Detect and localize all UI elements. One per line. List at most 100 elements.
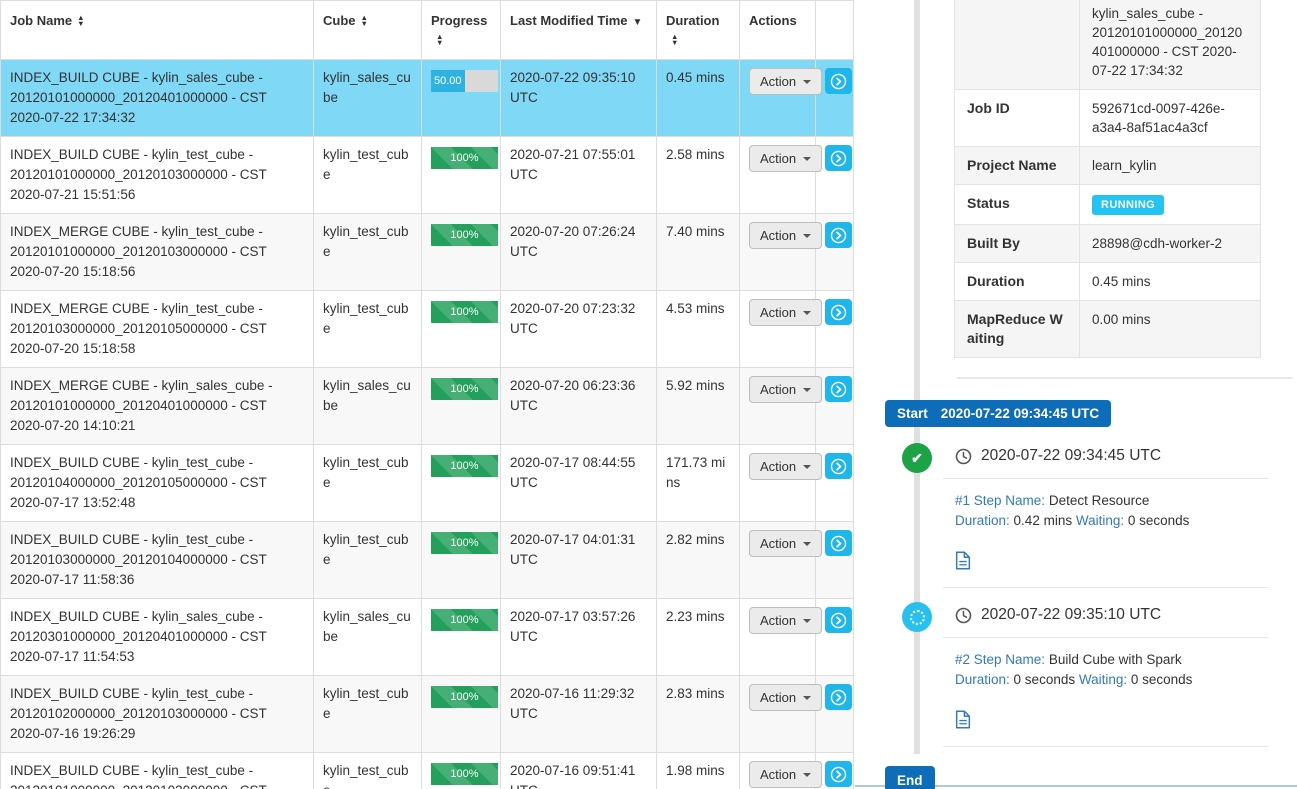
job-detail-button[interactable]: [825, 607, 852, 633]
progress-fill: 100%: [431, 686, 498, 708]
last-modified-cell: 2020-07-21 07:55:01 UTC: [500, 136, 657, 214]
action-dropdown-button[interactable]: Action: [749, 761, 823, 788]
step-duration-line: Duration: 0 seconds Waiting: 0 seconds: [955, 670, 1268, 690]
job-detail-button[interactable]: [825, 453, 852, 479]
table-row[interactable]: INDEX_BUILD CUBE - kylin_test_cube - 201…: [0, 521, 854, 599]
progress-label: 50.00: [433, 75, 462, 87]
job-detail-table: kylin_sales_cube - 20120101000000_201204…: [954, 0, 1261, 358]
action-dropdown-button[interactable]: Action: [749, 299, 823, 326]
column-header-last-modified-time[interactable]: Last Modified Time▲▼▼: [500, 0, 657, 60]
duration-cell: 0.45 mins: [656, 59, 740, 137]
panel-bottom-border: [855, 785, 1297, 787]
job-detail-button[interactable]: [825, 145, 852, 171]
document-icon: [955, 710, 971, 729]
table-row[interactable]: INDEX_BUILD CUBE - kylin_test_cube - 201…: [0, 136, 854, 214]
caret-down-icon: [803, 156, 812, 161]
table-row[interactable]: INDEX_BUILD CUBE - kylin_test_cube - 201…: [0, 675, 854, 753]
duration-cell: 2.82 mins: [656, 521, 740, 599]
table-row[interactable]: INDEX_BUILD CUBE - kylin_test_cube - 201…: [0, 752, 854, 789]
step-waiting-value: 0 seconds: [1130, 672, 1193, 687]
job-steps-timeline: Start 2020-07-22 09:34:45 UTC ✔ 2020-07-…: [885, 400, 1297, 789]
column-header-job-name[interactable]: Job Name▲▼▼: [0, 0, 314, 60]
timeline-start-badge: Start 2020-07-22 09:34:45 UTC: [885, 400, 1112, 427]
jobs-table-panel: Job Name▲▼▼ Cube▲▼▼ Progress▲▼▼ Last Mod…: [0, 0, 854, 789]
action-dropdown-button[interactable]: Action: [749, 145, 823, 172]
progress-fill: 50.00: [431, 70, 465, 92]
table-header-row: Job Name▲▼▼ Cube▲▼▼ Progress▲▼▼ Last Mod…: [0, 0, 854, 60]
table-row[interactable]: INDEX_MERGE CUBE - kylin_test_cube - 201…: [0, 213, 854, 291]
step-log-button[interactable]: [955, 710, 971, 732]
job-detail-button[interactable]: [825, 761, 852, 787]
last-modified-cell: 2020-07-20 07:23:32 UTC: [500, 290, 657, 368]
table-row[interactable]: INDEX_BUILD CUBE - kylin_sales_cube - 20…: [0, 598, 854, 676]
caret-down-icon: [803, 618, 812, 623]
job-detail-button[interactable]: [825, 530, 852, 556]
detail-row: Project Name learn_kylin learn_kylin: [954, 146, 1261, 185]
column-header-duration[interactable]: Duration▲▼▼: [656, 0, 740, 60]
column-header-label: Actions: [749, 13, 797, 28]
job-name-cell: INDEX_BUILD CUBE - kylin_test_cube - 201…: [0, 752, 314, 789]
action-dropdown-button[interactable]: Action: [749, 453, 823, 480]
column-header-progress[interactable]: Progress▲▼▼: [421, 0, 501, 60]
cube-cell: kylin_sales_cube: [313, 598, 422, 676]
detail-value: 0.45 mins: [1092, 274, 1151, 289]
sort-icon: ▲ ▼: [360, 13, 368, 28]
job-detail-button[interactable]: [825, 68, 852, 94]
action-dropdown-button[interactable]: Action: [749, 68, 823, 95]
step-status-icon: ✔: [902, 602, 932, 632]
column-header-cube[interactable]: Cube▲▼▼: [313, 0, 422, 60]
table-row[interactable]: INDEX_BUILD CUBE - kylin_test_cube - 201…: [0, 444, 854, 522]
job-name-cell: INDEX_MERGE CUBE - kylin_test_cube - 201…: [0, 213, 314, 291]
progress-fill: 100%: [431, 609, 498, 631]
progress-bar: 100%: [431, 609, 498, 631]
detail-row: Status RUNNING RUNNING: [954, 184, 1261, 225]
detail-value: 28898@cdh-worker-2: [1092, 236, 1223, 251]
table-row[interactable]: INDEX_MERGE CUBE - kylin_sales_cube - 20…: [0, 367, 854, 445]
divider: [943, 478, 1268, 479]
job-name-cell: INDEX_BUILD CUBE - kylin_test_cube - 201…: [0, 136, 314, 214]
detail-value: learn_kylin: [1092, 158, 1157, 173]
column-header-label: Job Name: [10, 13, 73, 28]
job-detail-button[interactable]: [825, 684, 852, 710]
job-name-cell: INDEX_BUILD CUBE - kylin_test_cube - 201…: [0, 521, 314, 599]
job-detail-button[interactable]: [825, 376, 852, 402]
action-dropdown-button[interactable]: Action: [749, 684, 823, 711]
step-log-button[interactable]: [955, 551, 971, 573]
cube-cell: kylin_test_cube: [313, 521, 422, 599]
caret-down-icon: [803, 387, 812, 392]
chevron-right-circle-icon: [830, 227, 847, 243]
caret-down-icon: [803, 233, 812, 238]
last-modified-cell: 2020-07-20 07:26:24 UTC: [500, 213, 657, 291]
step-time-heading: 2020-07-22 09:35:10 UTC: [955, 602, 1268, 637]
cube-cell: kylin_test_cube: [313, 675, 422, 753]
sort-icon: ▲ ▼: [436, 32, 444, 47]
chevron-right-circle-icon: [830, 381, 847, 397]
step-time: 2020-07-22 09:35:10 UTC: [981, 606, 1162, 623]
caret-down-icon: [803, 310, 812, 315]
progress-bar: 100%: [431, 686, 498, 708]
job-name-cell: INDEX_MERGE CUBE - kylin_test_cube - 201…: [0, 290, 314, 368]
caret-down-icon: [803, 541, 812, 546]
last-modified-cell: 2020-07-16 09:51:41 UTC: [500, 752, 657, 789]
action-dropdown-button[interactable]: Action: [749, 376, 823, 403]
job-detail-button[interactable]: [825, 222, 852, 248]
column-header-label: Last Modified Time: [510, 13, 628, 28]
action-dropdown-button[interactable]: Action: [749, 222, 823, 249]
progress-label: 100%: [450, 460, 479, 472]
table-row[interactable]: INDEX_BUILD CUBE - kylin_sales_cube - 20…: [0, 59, 854, 137]
duration-cell: 7.40 mins: [656, 213, 740, 291]
action-dropdown-button[interactable]: Action: [749, 530, 823, 557]
job-detail-button[interactable]: [825, 299, 852, 325]
column-header-actions[interactable]: Actions▲▼▼: [739, 0, 816, 60]
table-row[interactable]: INDEX_MERGE CUBE - kylin_test_cube - 201…: [0, 290, 854, 368]
chevron-right-circle-icon: [830, 73, 847, 89]
action-button-label: Action: [760, 382, 797, 397]
job-detail-panel: kylin_sales_cube - 20120101000000_201204…: [954, 0, 1261, 358]
spinner-icon: [909, 609, 925, 625]
column-header-expand[interactable]: ▲▼▼: [815, 0, 854, 60]
action-dropdown-button[interactable]: Action: [749, 607, 823, 634]
detail-value: 0.00 mins: [1092, 312, 1151, 327]
detail-label: MapReduce Waiting: [954, 300, 1080, 358]
cube-cell: kylin_test_cube: [313, 290, 422, 368]
